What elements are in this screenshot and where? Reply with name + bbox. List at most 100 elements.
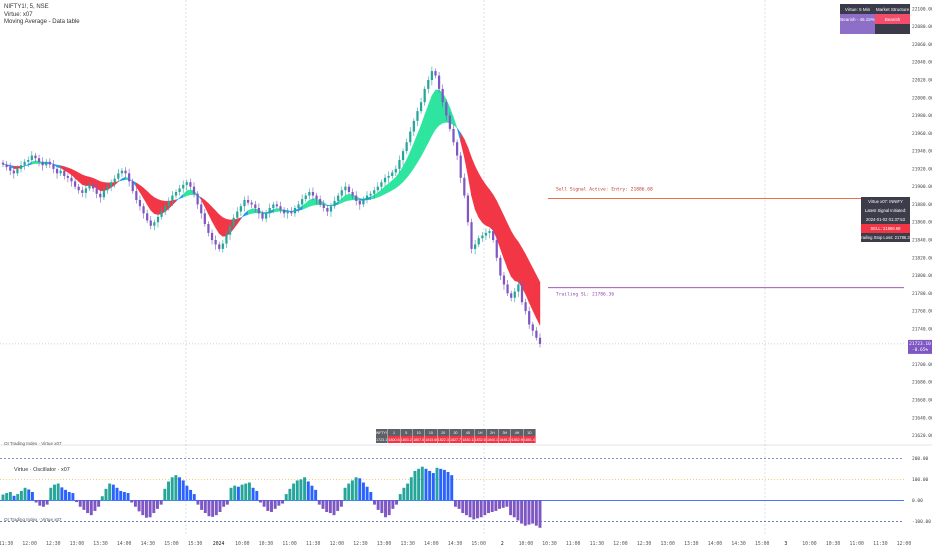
- ma-cloud-segment: [186, 189, 191, 196]
- ma-cloud-segment: [431, 89, 436, 137]
- ma-table-header-cell: 10: [412, 429, 426, 436]
- candle-body: [369, 193, 372, 196]
- osc-histogram-bar: [133, 500, 137, 507]
- osc-histogram-bar: [424, 468, 428, 501]
- candle-body: [196, 193, 199, 205]
- candle-body: [99, 193, 102, 198]
- candle-body: [142, 206, 145, 214]
- time-tick-label: 13:00: [660, 541, 675, 547]
- osc-tick-label: 200.00: [912, 456, 929, 462]
- ma-table-header-cell: 30: [449, 429, 463, 436]
- time-tick-label: 14:00: [708, 541, 723, 547]
- candle-body: [412, 120, 415, 132]
- candle-body: [88, 184, 91, 189]
- time-tick-label: 11:30: [306, 541, 321, 547]
- candle-body: [84, 188, 88, 193]
- candle-body: [146, 213, 149, 221]
- candle-body: [528, 311, 531, 325]
- osc-histogram-bar: [203, 500, 207, 514]
- candle-body: [517, 284, 520, 292]
- candle-body: [167, 200, 170, 207]
- price-tick-label: 21760.00: [912, 309, 932, 315]
- ma-table-value-cell: 21830.12: [462, 436, 475, 443]
- osc-histogram-bar: [144, 500, 148, 518]
- ma-table-value-row: 21723.1021800.5421803.2521807.5021815.60…: [376, 436, 537, 443]
- ma-table-value-cell: 21723.10: [376, 436, 389, 443]
- indicator-label-oi-upper[interactable]: OI Trading Index · Virtue x07: [4, 441, 62, 446]
- osc-histogram-bar: [299, 479, 303, 501]
- indicator-label-oi-lower[interactable]: OI Trading Index · Virtue x07: [4, 517, 62, 522]
- ma-cloud-segment: [100, 181, 105, 192]
- ma-table-value-cell: 21840.12: [486, 436, 500, 443]
- osc-histogram-bar: [23, 487, 27, 501]
- ma-table-value-cell: 21822.31: [437, 436, 450, 443]
- price-tick-label: 21820.00: [912, 255, 932, 261]
- candle-body: [481, 235, 484, 239]
- symbol-label[interactable]: NIFTY1!, 5, NSE: [4, 4, 49, 10]
- ma-cloud-segment: [489, 189, 494, 232]
- osc-histogram-bar: [214, 500, 218, 516]
- candle-body: [236, 211, 239, 218]
- osc-histogram-bar: [178, 477, 182, 501]
- status-filler-left: [840, 24, 875, 34]
- time-tick-label: 14:00: [117, 541, 132, 547]
- osc-histogram-bar: [167, 481, 170, 501]
- osc-histogram-bar: [115, 487, 119, 501]
- time-tick-label: 13:30: [684, 541, 699, 547]
- osc-histogram-bar: [122, 492, 126, 501]
- osc-histogram-bar: [229, 487, 233, 501]
- ma-table-header-cell: 4H: [511, 429, 524, 436]
- time-tick-label: 15:00: [471, 541, 486, 547]
- osc-histogram-bar: [457, 500, 461, 509]
- candle-body: [59, 170, 62, 174]
- candle-body: [492, 231, 495, 240]
- osc-histogram-bar: [406, 483, 410, 501]
- candle-body: [311, 192, 315, 196]
- ma-table-value-cell: 21803.25: [400, 436, 413, 443]
- osc-histogram-bar: [464, 500, 468, 516]
- osc-histogram-bar: [358, 478, 362, 501]
- osc-histogram-bar: [53, 484, 56, 501]
- time-tick-label: 14:30: [448, 541, 463, 547]
- indicator-label-ma-table[interactable]: Moving Average - Data table: [4, 19, 80, 26]
- last-price-value: 21723.10: [909, 341, 931, 347]
- status-header-timeframe: Virtue: 5 Min: [840, 4, 875, 14]
- osc-histogram-bar: [200, 500, 204, 510]
- osc-histogram-bar: [498, 500, 502, 509]
- time-tick-label: 10:30: [542, 541, 557, 547]
- osc-histogram-bar: [211, 500, 215, 517]
- candle-body: [246, 200, 250, 203]
- osc-histogram-bar: [516, 500, 520, 521]
- ma-cloud-segment: [510, 230, 515, 282]
- osc-tick-label: 0.00: [912, 498, 923, 504]
- candle-body: [474, 244, 477, 249]
- status-header-structure: Market Structure: [875, 4, 910, 14]
- time-tick-label: 15:30: [188, 541, 203, 547]
- osc-histogram-bar: [266, 500, 270, 511]
- osc-histogram-bar: [380, 500, 384, 514]
- ma-cloud-segment: [251, 208, 256, 214]
- osc-tick-label: 100.00: [912, 477, 929, 483]
- ma-cloud-segment: [528, 261, 533, 311]
- candle-body: [301, 199, 304, 205]
- price-tick-label: 21680.00: [912, 380, 932, 386]
- candle-body: [91, 184, 95, 189]
- price-tick-label: 21620.00: [912, 433, 932, 439]
- candle-body: [531, 324, 534, 331]
- oscillator-title[interactable]: Virtue · Oscillator · x07: [14, 467, 70, 473]
- time-tick-label: 3: [784, 541, 787, 547]
- osc-histogram-bar: [531, 500, 535, 524]
- osc-histogram-bar: [258, 500, 262, 503]
- candle-body: [178, 188, 181, 192]
- indicator-label-virtue[interactable]: Virtue: x07: [4, 11, 33, 18]
- osc-histogram-bar: [483, 500, 487, 516]
- osc-histogram-bar: [325, 500, 329, 512]
- candle-body: [268, 208, 271, 214]
- candle-body: [499, 257, 502, 276]
- time-tick-label: 10:30: [826, 541, 841, 547]
- candle-body: [477, 238, 480, 245]
- price-tick-label: 21800.00: [912, 273, 932, 279]
